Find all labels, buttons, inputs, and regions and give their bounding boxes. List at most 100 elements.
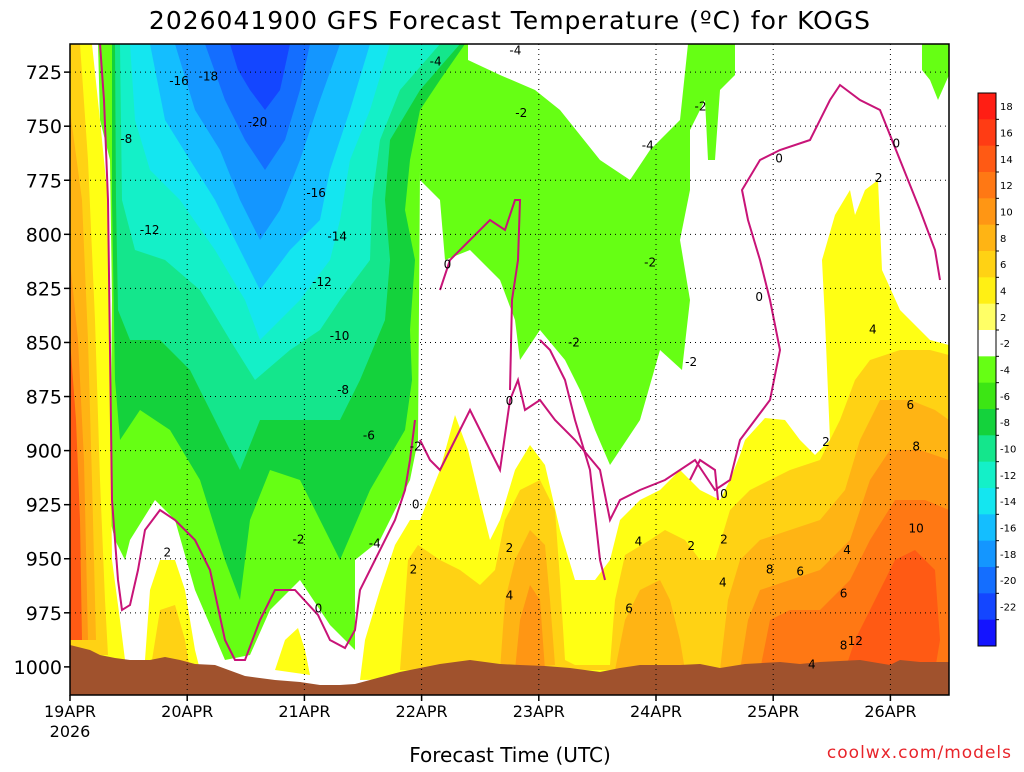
contour-label: 2: [506, 541, 514, 555]
temperature-band-minus-20: [205, 44, 310, 170]
contour-label: -4: [369, 537, 381, 551]
y-tick-label: 875: [26, 387, 62, 409]
colorbar-tick-label: 4: [1000, 287, 1006, 298]
x-tick-label: 26APR: [864, 702, 916, 721]
contour-label: 2: [687, 539, 695, 553]
ground-surface: [70, 645, 949, 695]
colorbar-tick-label: -10: [1000, 445, 1016, 456]
contour-label: 12: [848, 634, 863, 648]
contour-label: -10: [330, 329, 350, 343]
colorbar-tick-label: 16: [1000, 129, 1013, 140]
contour-label: -2: [685, 355, 697, 369]
colorbar-swatch: [978, 619, 996, 647]
colorbar-swatch: [978, 382, 996, 410]
colorbar-tick-label: 8: [1000, 234, 1006, 245]
x-axis-label: Forecast Time (UTC): [409, 743, 611, 767]
plot-frame: [69, 43, 950, 696]
contour-label: -6: [363, 428, 375, 442]
colorbar-tick-label: 14: [1000, 155, 1013, 166]
contour-label: 0: [412, 498, 420, 512]
contour-label: -14: [327, 229, 347, 243]
contour-label: 2: [875, 171, 883, 185]
temperature-band-above-12-right: [845, 550, 940, 670]
colorbar-swatch: [978, 224, 996, 252]
chart-title: 2026041900 GFS Forecast Temperature (ºC)…: [149, 6, 871, 35]
y-tick-label: 750: [26, 116, 62, 138]
colorbar-tick-label: 2: [1000, 313, 1006, 324]
y-tick-label: 725: [26, 62, 62, 84]
colorbar-swatch: [978, 461, 996, 489]
contour-label: -16: [169, 74, 189, 88]
contour-label: 0: [444, 258, 452, 272]
y-tick-label: 925: [26, 495, 62, 517]
colorbar-tick-label: 6: [1000, 260, 1006, 271]
y-tick-label: 975: [26, 603, 62, 625]
zero-degree-contour-left: [99, 43, 416, 661]
colorbar-swatch: [978, 172, 996, 199]
contour-label: -2: [568, 335, 580, 349]
colorbar-swatch: [978, 277, 996, 305]
y-tick-label: 1000: [14, 657, 62, 679]
x-tick-label: 23APR: [513, 702, 565, 721]
x-tick-label: 21APR: [278, 702, 330, 721]
contour-label: 4: [635, 534, 643, 548]
contour-label: -2: [644, 255, 656, 269]
contour-label: 0: [720, 487, 728, 501]
contour-label: -8: [337, 383, 349, 397]
zero-degree-contour-mid: [419, 83, 941, 524]
y-tick-label: 900: [26, 441, 62, 463]
contour-label: 0: [315, 601, 323, 615]
contour-label: -2: [293, 532, 305, 546]
contour-label: 4: [808, 658, 816, 672]
contour-label: 2: [163, 545, 171, 559]
contour-label: 4: [843, 543, 851, 557]
x-tick-label: 22APR: [396, 702, 448, 721]
contour-label: 8: [840, 638, 848, 652]
colorbar-swatch: [978, 198, 996, 226]
contour-label: 2: [822, 435, 830, 449]
temperature-band-minus-22: [230, 44, 290, 110]
x-year-label: 2026: [50, 722, 91, 741]
colorbar-swatch: [978, 514, 996, 542]
gridlines: [70, 44, 949, 695]
zero-degree-contour-small: [689, 458, 719, 501]
colorbar-tick-label: -16: [1000, 524, 1016, 535]
y-tick-label: 800: [26, 224, 62, 246]
colorbar-swatch: [978, 93, 996, 120]
contour-label: 2: [720, 532, 728, 546]
colorbar-swatch: [978, 145, 996, 173]
colorbar-swatch: [978, 356, 996, 384]
contour-label: -4: [509, 43, 521, 57]
colorbar-tick-label: -22: [1000, 603, 1016, 614]
contour-label: 4: [506, 589, 514, 603]
colorbar-swatch: [978, 303, 996, 331]
colorbar-tick-label: 12: [1000, 181, 1013, 192]
colorbar-swatch: [978, 540, 996, 568]
colorbar-tick-label: -12: [1000, 471, 1016, 482]
y-tick-label: 850: [26, 332, 62, 354]
y-axis: 725 750 775 800 825 850 875 900 925 950 975 1000: [14, 62, 70, 679]
y-tick-label: 950: [26, 549, 62, 571]
contour-label: 0: [775, 152, 783, 166]
x-tick-label: 24APR: [630, 702, 682, 721]
x-axis: 19APR 20APR 21APR 22APR 23APR 24APR 25APR 26APR…: [44, 695, 916, 741]
temperature-band-small-warm-20apr-inner: [152, 605, 190, 670]
contour-label: 6: [796, 565, 804, 579]
colorbar-tick-label: -2: [1000, 339, 1010, 350]
contour-label: -4: [642, 139, 654, 153]
zero-degree-contour-mid-2: [439, 199, 606, 581]
contour-label: -16: [306, 186, 326, 200]
contour-label: 0: [892, 136, 900, 150]
contour-label: -8: [120, 132, 132, 146]
contour-label: 8: [766, 563, 774, 577]
colorbar-swatch: [978, 488, 996, 515]
contour-label: 8: [912, 439, 920, 453]
contour-label: 6: [907, 398, 915, 412]
colorbar-tick-label: 18: [1000, 102, 1013, 113]
contour-labels: -16 -18-20-8-16-12 -14-12-10-8-6-4-4-2 -2-4…: [120, 43, 924, 671]
colorbar-swatch: [978, 119, 996, 147]
contour-label: -12: [312, 275, 332, 289]
contour-label: 0: [755, 290, 763, 304]
